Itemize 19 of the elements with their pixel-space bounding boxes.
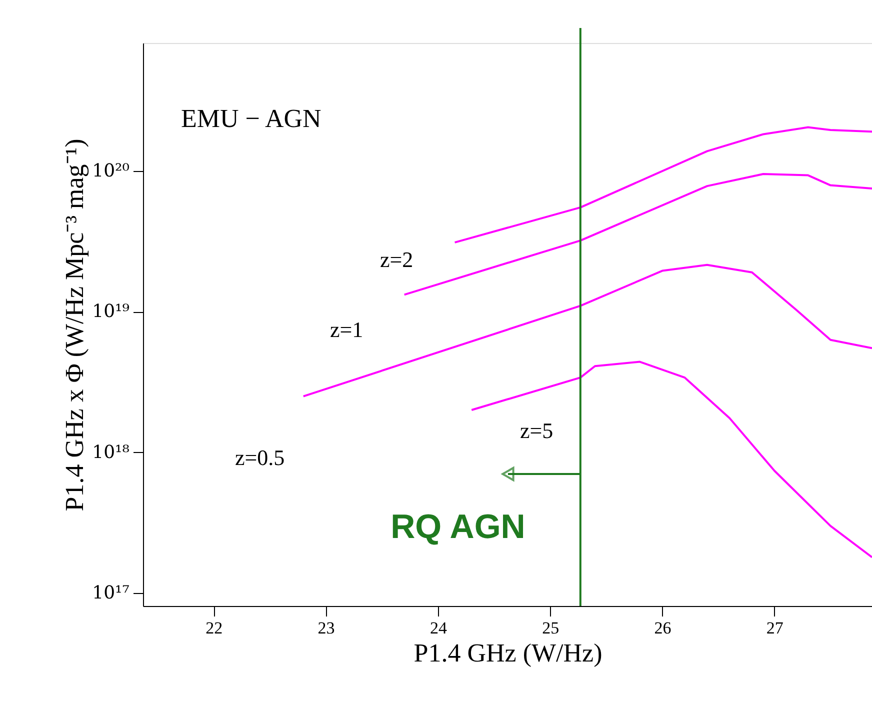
- line-series: [454, 126, 872, 244]
- x-tick-label: 23: [318, 618, 335, 638]
- x-axis-title: P1.4 GHz (W/Hz): [414, 638, 602, 668]
- y-tick-label: 10¹⁷: [92, 582, 130, 604]
- annotation: z=5: [520, 418, 554, 443]
- ref-line-label: RQ AGN: [390, 508, 526, 546]
- y-axis-title: P1.4 GHz x Φ (W/Hz Mpc⁻³ mag⁻¹): [60, 138, 90, 512]
- annotation: EMU − AGN: [181, 104, 322, 133]
- annotation: z=2: [380, 247, 414, 272]
- x-tick-label: 22: [206, 618, 223, 638]
- x-tick-label: 26: [654, 618, 672, 638]
- y-tick-label: 10²⁰: [92, 160, 130, 182]
- annotation: z=1: [330, 317, 364, 342]
- annotation: z=0.5: [235, 445, 285, 470]
- x-tick-label: 24: [430, 618, 448, 638]
- x-tick-label: 25: [542, 618, 560, 638]
- y-tick-label: 10¹⁹: [92, 301, 130, 322]
- x-tick-label: 27: [766, 618, 784, 638]
- y-tick-label: 10¹⁸: [92, 442, 130, 463]
